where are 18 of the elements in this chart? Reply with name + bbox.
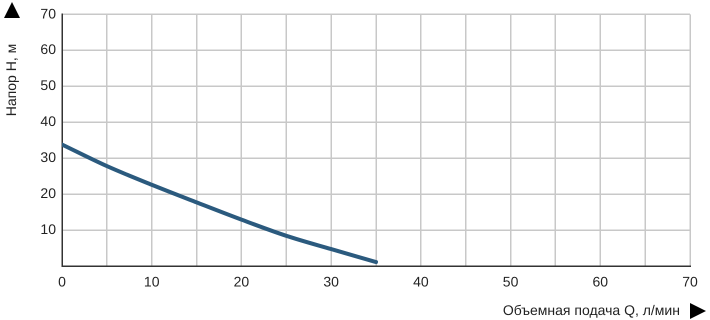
x-tick-label: 50 — [502, 273, 519, 290]
x-tick-label: 10 — [144, 273, 160, 290]
y-axis-title: Напор H, м — [2, 44, 19, 116]
x-tick-label: 20 — [234, 273, 250, 290]
x-axis-title: Объемная подача Q, л/мин — [502, 302, 680, 318]
y-tick-label: 70 — [40, 5, 56, 22]
line-series — [62, 142, 378, 264]
x-tick-label: 60 — [592, 273, 608, 290]
x-tick-label: 0 — [58, 273, 66, 290]
y-tick-label: 40 — [40, 113, 56, 130]
y-tick-label: 10 — [40, 220, 56, 237]
y-tick-label: 60 — [40, 41, 56, 58]
y-tick-label: 30 — [40, 149, 56, 166]
x-tick-label: 30 — [323, 273, 340, 290]
y-tick-label: 20 — [40, 184, 56, 201]
y-tick-label: 50 — [40, 77, 56, 94]
x-tick-label: 70 — [682, 273, 698, 290]
x-tick-label: 40 — [413, 273, 429, 290]
